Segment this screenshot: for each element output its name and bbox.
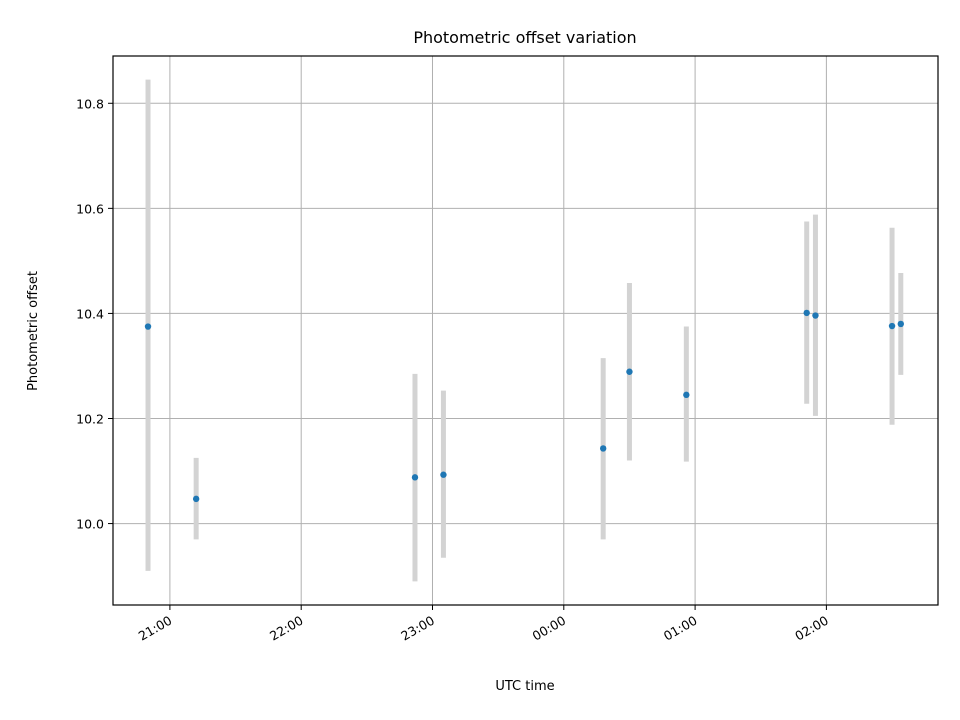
data-point xyxy=(812,312,819,319)
data-point xyxy=(144,323,152,330)
x-tick-label: 00:00 xyxy=(530,613,569,644)
data-point xyxy=(192,495,200,503)
data-point xyxy=(803,309,810,317)
grid xyxy=(113,56,938,605)
y-tick-label: 10.2 xyxy=(76,411,104,426)
chart-title: Photometric offset variation xyxy=(413,28,636,47)
plot-frame xyxy=(112,55,939,606)
x-tick-label: 22:00 xyxy=(267,613,306,644)
x-axis-label: UTC time xyxy=(495,679,554,694)
y-tick-label: 10.0 xyxy=(76,517,104,532)
x-tick-label: 21:00 xyxy=(136,613,175,644)
y-axis-ticks: 10.0 10.2 10.4 10.6 10.8 xyxy=(76,96,113,532)
x-tick-label: 23:00 xyxy=(398,613,437,644)
y-axis-label: Photometric offset xyxy=(26,271,41,391)
y-tick-label: 10.6 xyxy=(76,201,104,216)
y-tick-label: 10.4 xyxy=(76,306,104,321)
x-tick-label: 02:00 xyxy=(792,613,831,644)
data-point xyxy=(683,391,690,399)
data-points xyxy=(144,309,904,503)
y-tick-label: 10.8 xyxy=(76,96,104,111)
x-tick-label: 01:00 xyxy=(661,613,700,644)
data-point xyxy=(626,368,633,375)
data-point xyxy=(888,322,896,330)
data-point xyxy=(897,320,904,328)
error-bars xyxy=(145,79,904,582)
x-axis-ticks: 21:00 22:00 23:00 00:00 01:00 02:00 xyxy=(136,605,831,644)
data-point xyxy=(440,471,447,478)
data-point xyxy=(411,474,419,481)
data-point xyxy=(599,445,607,452)
